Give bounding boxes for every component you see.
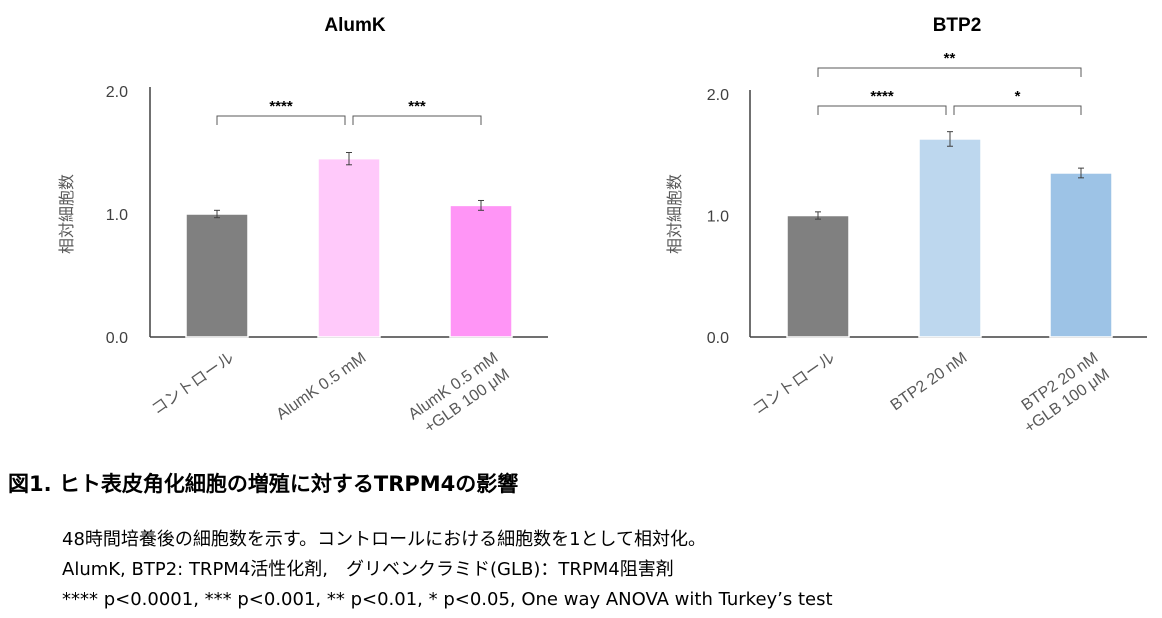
category-line: コントロール bbox=[750, 349, 838, 418]
y-tick-label: 0.0 bbox=[106, 330, 128, 347]
significance-label-1-1: * bbox=[1015, 88, 1021, 105]
significance-label-0-1: *** bbox=[408, 98, 426, 115]
significance-bracket-1-0 bbox=[817, 105, 947, 115]
y-tick-label: 1.0 bbox=[106, 207, 128, 224]
figure-notes: 48時間培養後の細胞数を示す。コントロールにおける細胞数を1として相対化。 Al… bbox=[62, 525, 833, 615]
bar-0-1 bbox=[317, 157, 381, 338]
category-line: BTP2 20 nM bbox=[888, 349, 971, 414]
figure-caption: 図1. ヒト表皮角化細胞の増殖に対するTRPM4の影響 bbox=[8, 472, 519, 496]
significance-bracket-0-0 bbox=[216, 115, 346, 125]
note-line-1: 48時間培養後の細胞数を示す。コントロールにおける細胞数を1として相対化。 bbox=[62, 529, 707, 550]
chart-title-1: BTP2 bbox=[933, 15, 982, 36]
y-tick-label: 1.0 bbox=[707, 209, 729, 226]
bar-1-1 bbox=[918, 138, 982, 338]
y-tick-label: 2.0 bbox=[707, 87, 729, 104]
bar-1-2 bbox=[1049, 172, 1113, 338]
significance-label-1-2: ** bbox=[944, 50, 956, 67]
note-line-3: **** p<0.0001, *** p<0.001, ** p<0.01, *… bbox=[62, 589, 833, 610]
significance-label-1-0: **** bbox=[870, 88, 894, 105]
x-category-label-1-0: コントロール bbox=[750, 349, 838, 418]
significance-bracket-0-1 bbox=[352, 115, 482, 125]
bar-0-0 bbox=[185, 213, 249, 338]
bar-1-0 bbox=[786, 214, 850, 338]
significance-bracket-1-1 bbox=[953, 105, 1082, 115]
note-line-2: AlumK, BTP2: TRPM4活性化剤, グリベンクラミド(GLB)：TR… bbox=[62, 559, 674, 580]
x-category-label-0-2: AlumK 0.5 mM+GLB 100 μM bbox=[406, 349, 513, 439]
category-line: AlumK 0.5 mM bbox=[274, 349, 370, 423]
significance-label-0-0: **** bbox=[269, 98, 293, 115]
x-category-label-1-1: BTP2 20 nM bbox=[888, 349, 971, 414]
figure-charts: AlumK 相対細胞数 0.0 1.0 2.0 コントロール AlumK 0.5 mM Alu… bbox=[58, 15, 1147, 439]
y-axis-label-1: 相対細胞数 bbox=[666, 174, 684, 254]
x-category-label-0-1: AlumK 0.5 mM bbox=[274, 349, 370, 423]
bar-0-2 bbox=[449, 204, 513, 338]
y-tick-label: 2.0 bbox=[106, 84, 128, 101]
y-axis-label-0: 相対細胞数 bbox=[58, 174, 76, 254]
chart-title-0: AlumK bbox=[324, 15, 386, 36]
y-tick-label: 0.0 bbox=[707, 330, 729, 347]
x-category-label-0-0: コントロール bbox=[149, 349, 237, 418]
x-category-label-1-2: BTP2 20 nM+GLB 100 μM bbox=[1010, 349, 1113, 436]
significance-bracket-1-2 bbox=[817, 67, 1082, 77]
category-line: コントロール bbox=[149, 349, 237, 418]
